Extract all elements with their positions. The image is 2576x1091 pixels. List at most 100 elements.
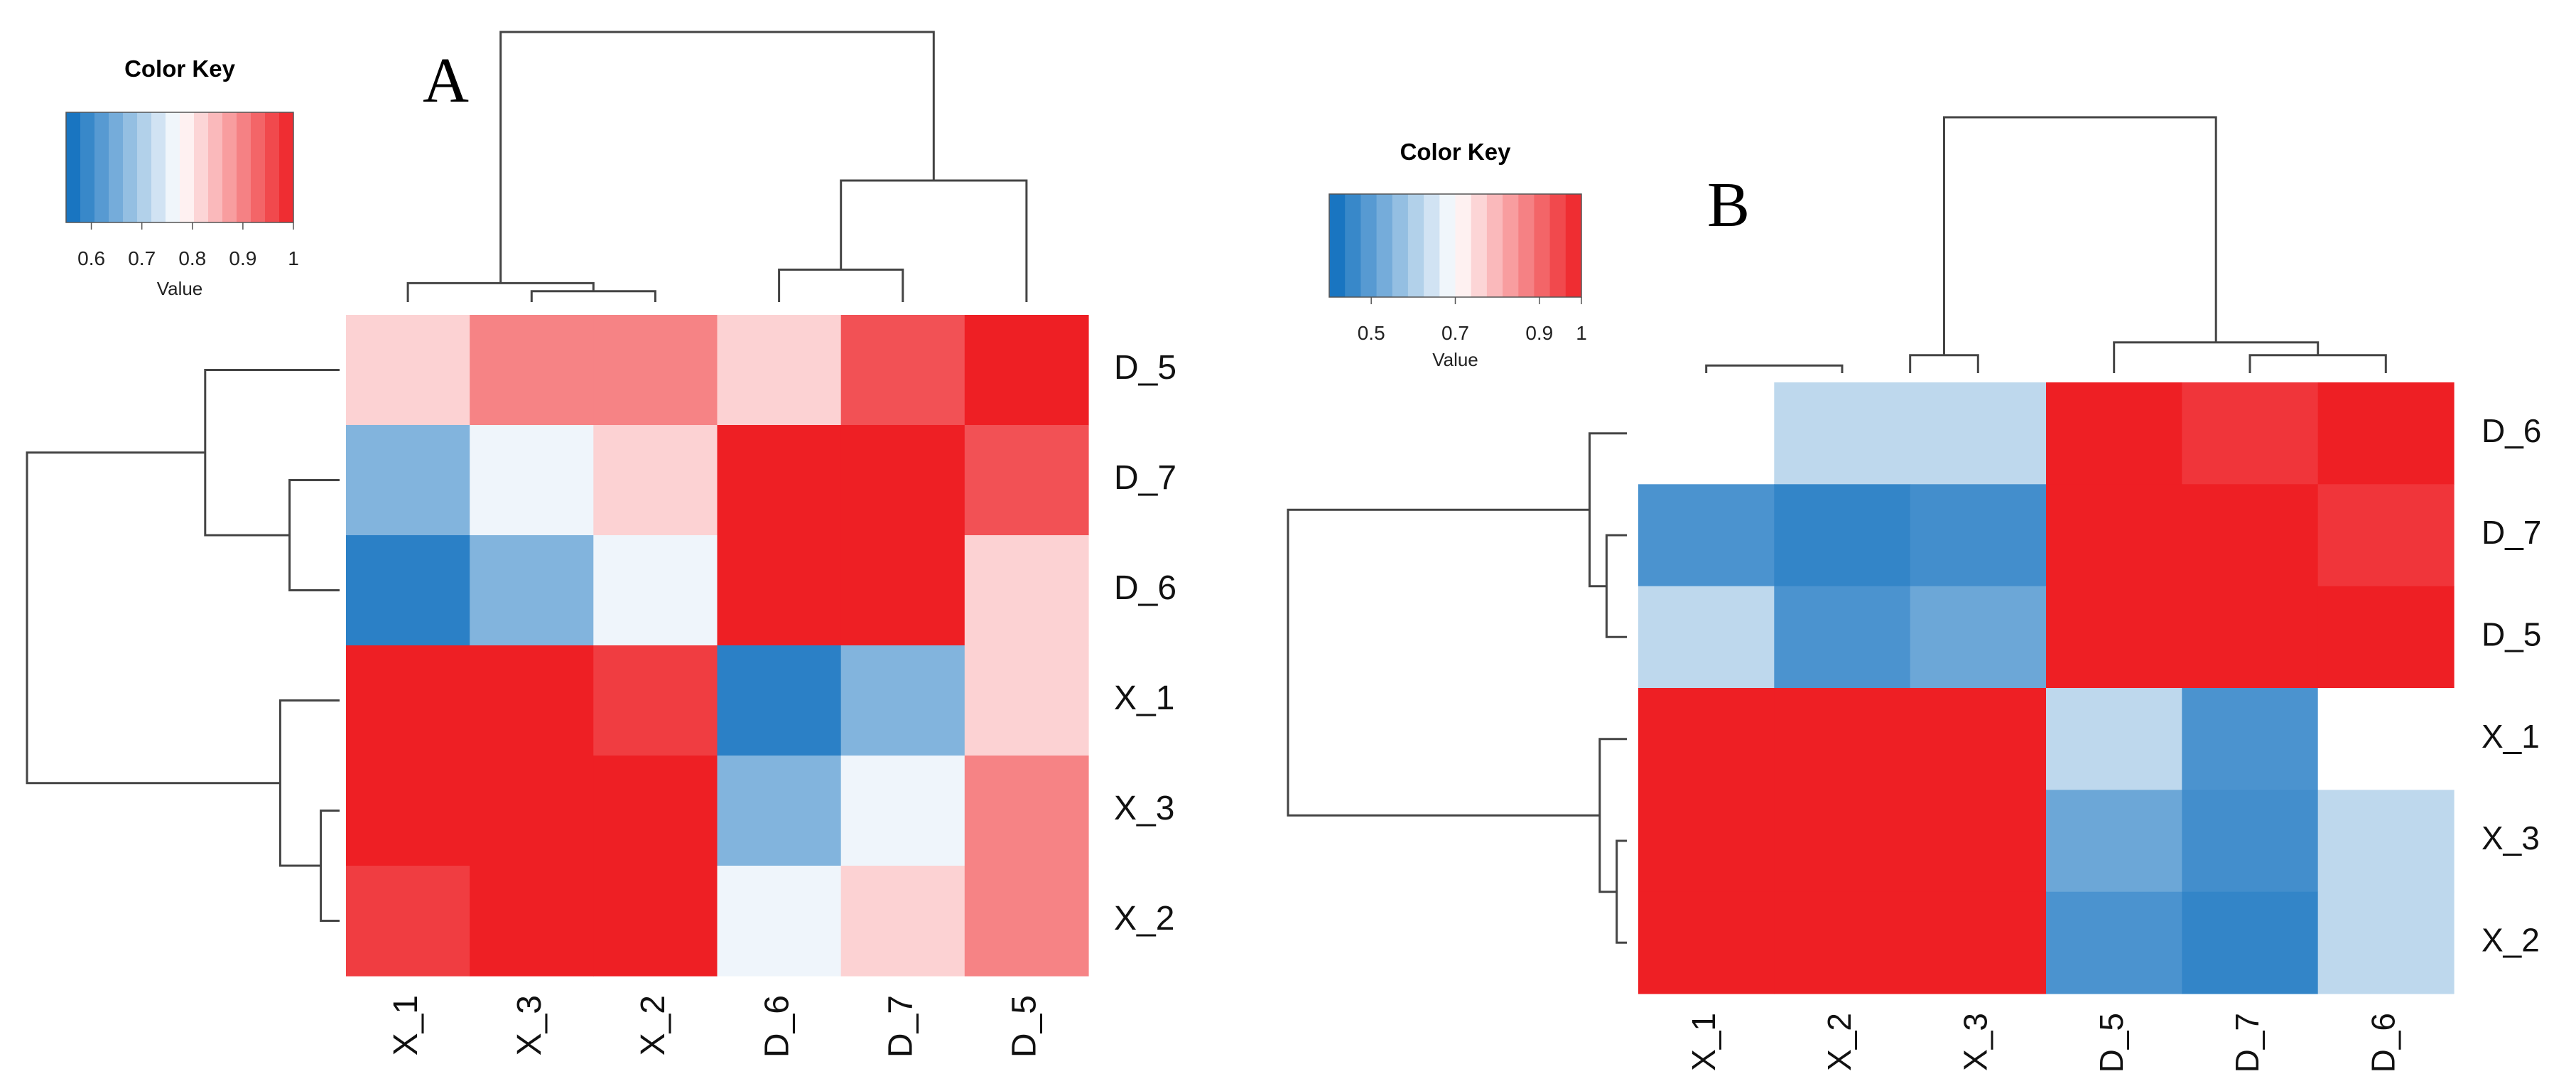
heatmap-cell — [965, 535, 1089, 646]
row-label: D_7 — [1114, 459, 1176, 497]
dendrogram-branch — [290, 480, 340, 591]
color-key-tick-label: 1 — [288, 247, 299, 269]
heatmap-cell — [346, 315, 470, 426]
color-key-swatch — [1471, 194, 1488, 297]
color-key-swatch — [251, 112, 266, 222]
heatmap-cell — [346, 535, 470, 646]
heatmap-cells — [346, 315, 1089, 977]
heatmap-cell — [2318, 484, 2455, 586]
dendrogram-branch — [2114, 343, 2318, 373]
row-dendrogram — [1288, 434, 1627, 943]
panel-label: A — [423, 45, 469, 116]
heatmap-cell — [718, 315, 842, 426]
dendrogram-branch — [27, 453, 280, 783]
row-label: X_3 — [2482, 819, 2540, 856]
color-key-title: Color Key — [1400, 139, 1512, 165]
column-label: D_5 — [2093, 1013, 2130, 1073]
row-label: D_5 — [1114, 349, 1176, 387]
column-label: X_1 — [1685, 1013, 1722, 1071]
row-label: X_1 — [2482, 718, 2540, 755]
color-key-swatch — [1329, 194, 1346, 297]
dendrogram-branch — [1910, 355, 1979, 373]
color-key-swatch — [180, 112, 195, 222]
heatmap-cell — [593, 756, 718, 866]
row-label: D_5 — [2482, 616, 2541, 652]
heatmap-cell — [718, 866, 842, 977]
heatmap-cell — [2046, 586, 2182, 689]
color-key-swatch — [1518, 194, 1535, 297]
heatmap-cell — [2182, 790, 2318, 892]
heatmap-cell — [1774, 688, 1910, 790]
color-key-swatch — [1377, 194, 1393, 297]
heatmap-cell — [470, 535, 594, 646]
heatmap-cell — [1638, 484, 1775, 586]
heatmap-cell — [2182, 688, 2318, 790]
heatmap-cell — [470, 425, 594, 536]
color-key-swatch — [237, 112, 251, 222]
heatmap-cells — [1638, 382, 2455, 994]
heatmap-cell — [718, 756, 842, 866]
color-key-swatch — [194, 112, 209, 222]
heatmap-cell — [1638, 382, 1775, 485]
column-label: D_7 — [882, 995, 919, 1058]
color-key-label: Value — [157, 278, 203, 299]
heatmap-cell — [346, 756, 470, 866]
heatmap-cell — [841, 866, 965, 977]
color-key-swatch — [1487, 194, 1503, 297]
column-label: X_3 — [511, 995, 548, 1055]
heatmap-cell — [1774, 586, 1910, 689]
heatmap-cell — [470, 756, 594, 866]
dendrogram-branch — [1706, 365, 1842, 373]
heatmap-cell — [2318, 586, 2455, 689]
column-label: X_1 — [387, 995, 425, 1055]
row-label: X_2 — [2482, 921, 2540, 958]
color-key-swatch — [1439, 194, 1456, 297]
heatmap-cell — [1910, 484, 2047, 586]
dendrogram-branch — [408, 283, 593, 302]
row-label: X_2 — [1114, 900, 1174, 937]
column-label: D_6 — [758, 995, 796, 1058]
heatmap-cell — [965, 866, 1089, 977]
color-key-swatch — [265, 112, 280, 222]
column-label: X_3 — [1957, 1013, 1993, 1071]
row-label: D_6 — [1114, 569, 1176, 607]
heatmap-cell — [841, 535, 965, 646]
color-key-swatch — [1503, 194, 1519, 297]
heatmap-cell — [1638, 688, 1775, 790]
heatmap-cell — [2046, 892, 2182, 994]
row-label: D_7 — [2482, 514, 2541, 551]
heatmap-cell — [965, 645, 1089, 756]
color-key-swatch — [80, 112, 95, 222]
heatmap-cell — [2046, 790, 2182, 892]
color-key-tick-label: 0.5 — [1358, 322, 1385, 344]
heatmap-cell — [346, 645, 470, 756]
dendrogram-branch — [501, 32, 934, 283]
color-key-swatch — [151, 112, 166, 222]
color-key-title: Color Key — [124, 55, 236, 82]
heatmap-panel-b: D_6 D_7 D_5 X_1 X_3 X_2 X_1 X_2 X_3 D_5 D_7 D_6 Colo… — [1288, 117, 2541, 1073]
column-label: D_7 — [2229, 1013, 2266, 1073]
color-key-swatch — [1456, 194, 1472, 297]
dendrogram-branch — [280, 701, 340, 866]
dendrogram-branch — [321, 811, 340, 921]
color-key-swatch — [1424, 194, 1440, 297]
color-key-label: Value — [1432, 349, 1478, 370]
color-key-swatch — [1566, 194, 1582, 297]
heatmap-cell — [593, 866, 718, 977]
heatmap-cell — [965, 425, 1089, 536]
color-key-tick-label: 0.7 — [128, 247, 156, 269]
heatmap-cell — [1638, 790, 1775, 892]
row-label: X_3 — [1114, 790, 1174, 827]
dendrogram-branch — [1617, 841, 1627, 942]
color-key-tick-label: 0.9 — [1525, 322, 1553, 344]
heatmap-cell — [1910, 382, 2047, 485]
color-key-swatch — [1345, 194, 1361, 297]
heatmap-cell — [346, 425, 470, 536]
row-label: D_6 — [2482, 412, 2541, 449]
column-dendrogram — [1706, 117, 2386, 373]
heatmap-cell — [2182, 892, 2318, 994]
heatmap-cell — [965, 315, 1089, 426]
heatmap-cell — [346, 866, 470, 977]
column-label: D_5 — [1006, 995, 1044, 1058]
